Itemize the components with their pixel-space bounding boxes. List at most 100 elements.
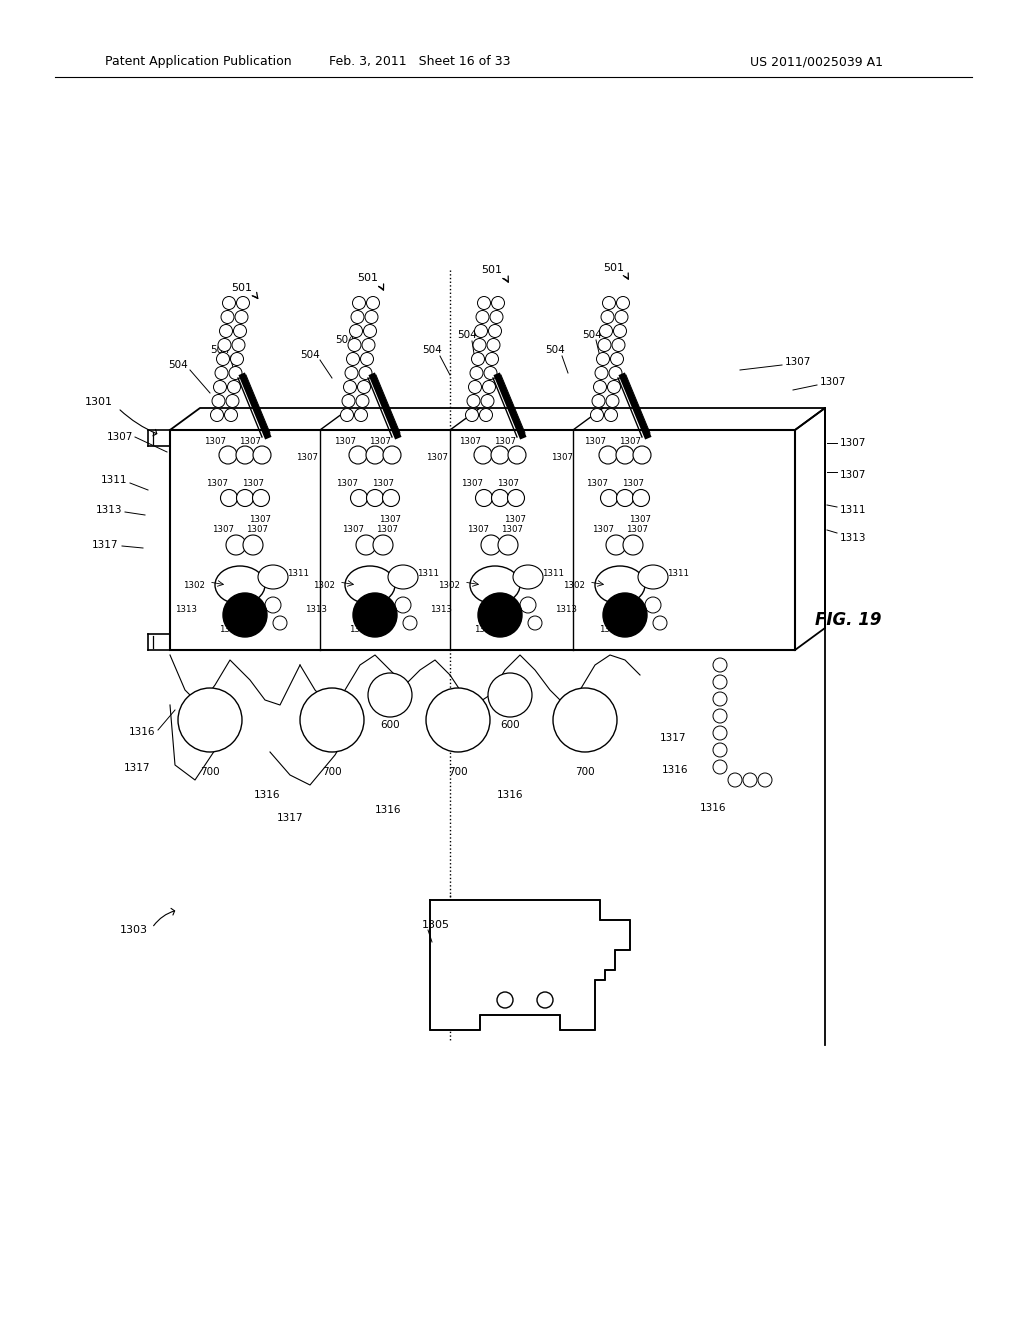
Text: 1313: 1313 — [599, 626, 621, 635]
Circle shape — [604, 408, 617, 421]
Circle shape — [216, 352, 229, 366]
Text: 1307: 1307 — [551, 454, 573, 462]
Circle shape — [477, 297, 490, 309]
Text: 1302: 1302 — [563, 581, 585, 590]
Text: FIG. 19: FIG. 19 — [815, 611, 882, 630]
Circle shape — [253, 446, 271, 465]
Text: 1307: 1307 — [239, 437, 261, 446]
Circle shape — [633, 446, 651, 465]
Text: Feb. 3, 2011   Sheet 16 of 33: Feb. 3, 2011 Sheet 16 of 33 — [330, 55, 511, 69]
Circle shape — [345, 367, 358, 380]
Circle shape — [403, 616, 417, 630]
Circle shape — [356, 535, 376, 554]
Circle shape — [220, 490, 238, 507]
Text: 1307: 1307 — [622, 479, 644, 488]
Text: 1302: 1302 — [438, 581, 460, 590]
Circle shape — [488, 673, 532, 717]
Text: 1313: 1313 — [430, 606, 452, 615]
Text: 1316: 1316 — [375, 805, 401, 814]
Text: 1307: 1307 — [501, 525, 523, 535]
Circle shape — [610, 352, 624, 366]
Circle shape — [713, 709, 727, 723]
Circle shape — [236, 446, 254, 465]
Circle shape — [490, 446, 509, 465]
Circle shape — [218, 338, 231, 351]
Text: 1307: 1307 — [840, 438, 866, 447]
Text: 1313: 1313 — [219, 626, 241, 635]
Text: 1317: 1317 — [660, 733, 686, 743]
Circle shape — [508, 490, 524, 507]
Text: 1307: 1307 — [372, 479, 394, 488]
Circle shape — [364, 325, 377, 338]
Text: 1307: 1307 — [376, 525, 398, 535]
Circle shape — [253, 490, 269, 507]
Text: 501: 501 — [231, 282, 253, 293]
Circle shape — [265, 597, 281, 612]
Text: 1307: 1307 — [204, 437, 226, 446]
Circle shape — [475, 490, 493, 507]
Circle shape — [606, 395, 618, 408]
Ellipse shape — [513, 565, 543, 589]
Text: 1307: 1307 — [504, 516, 526, 524]
Circle shape — [354, 408, 368, 421]
Text: 1307: 1307 — [296, 454, 318, 462]
Circle shape — [728, 774, 742, 787]
Circle shape — [713, 692, 727, 706]
Circle shape — [349, 325, 362, 338]
Circle shape — [222, 297, 236, 309]
Circle shape — [485, 352, 499, 366]
Circle shape — [352, 297, 366, 309]
Circle shape — [498, 535, 518, 554]
Circle shape — [367, 490, 384, 507]
Ellipse shape — [470, 566, 520, 605]
Ellipse shape — [595, 566, 645, 605]
Circle shape — [600, 490, 617, 507]
Circle shape — [481, 535, 501, 554]
Circle shape — [603, 593, 647, 638]
Circle shape — [713, 760, 727, 774]
Text: 1307: 1307 — [618, 437, 641, 446]
Text: 1307: 1307 — [820, 378, 847, 387]
Text: 1307: 1307 — [584, 437, 606, 446]
Circle shape — [467, 395, 480, 408]
Circle shape — [592, 395, 605, 408]
Text: 1302: 1302 — [183, 581, 205, 590]
Text: 1313: 1313 — [349, 626, 371, 635]
Text: 1307: 1307 — [592, 525, 614, 535]
Circle shape — [633, 490, 649, 507]
Text: 1316: 1316 — [662, 766, 688, 775]
Circle shape — [341, 408, 353, 421]
Text: 700: 700 — [575, 767, 595, 777]
Circle shape — [356, 395, 369, 408]
Circle shape — [591, 408, 603, 421]
Ellipse shape — [258, 565, 288, 589]
Text: 1307: 1307 — [629, 516, 651, 524]
Text: 1316: 1316 — [254, 789, 281, 800]
Circle shape — [470, 367, 483, 380]
Circle shape — [599, 325, 612, 338]
Circle shape — [616, 446, 634, 465]
Text: 1307: 1307 — [342, 525, 364, 535]
Text: 1311: 1311 — [287, 569, 309, 578]
Circle shape — [474, 325, 487, 338]
Circle shape — [520, 597, 536, 612]
Circle shape — [373, 535, 393, 554]
Text: 700: 700 — [200, 767, 220, 777]
Circle shape — [469, 380, 481, 393]
Circle shape — [346, 352, 359, 366]
Text: 504: 504 — [210, 345, 229, 355]
Text: 1307: 1307 — [369, 437, 391, 446]
Circle shape — [616, 490, 634, 507]
Circle shape — [365, 310, 378, 323]
Text: 1311: 1311 — [840, 506, 866, 515]
Text: 504: 504 — [168, 360, 187, 370]
Circle shape — [508, 446, 526, 465]
Circle shape — [612, 338, 625, 351]
Text: 1307: 1307 — [336, 479, 358, 488]
Text: 1307: 1307 — [461, 479, 483, 488]
Circle shape — [349, 446, 367, 465]
Circle shape — [492, 490, 509, 507]
Text: 1316: 1316 — [128, 727, 155, 737]
Circle shape — [743, 774, 757, 787]
Text: 1305: 1305 — [422, 920, 450, 931]
